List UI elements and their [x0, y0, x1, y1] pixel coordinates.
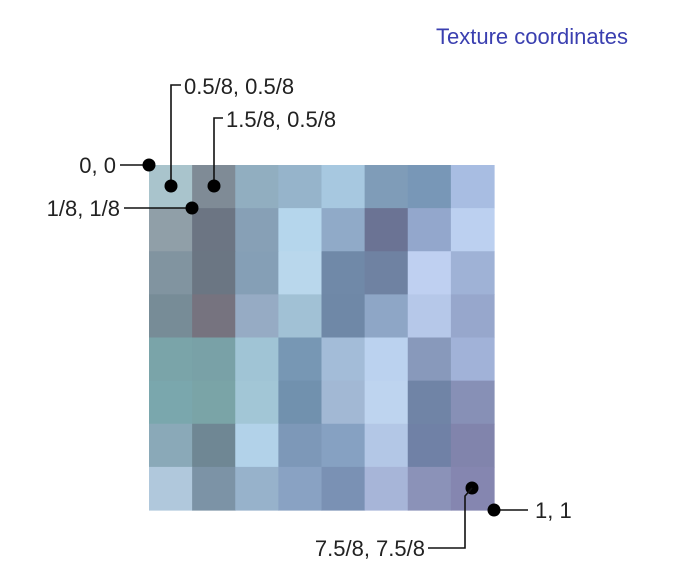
texel-r4-c5: [364, 337, 409, 382]
callout-one-eighth-label: 1/8, 1/8: [47, 196, 120, 221]
texel-r5-c3: [278, 380, 323, 425]
texel-r3-c5: [364, 294, 409, 339]
callout-center-second-leader: [213, 117, 223, 186]
texel-r5-c1: [192, 380, 236, 425]
callout-center-first: 0.5/8, 0.5/8: [164, 74, 294, 193]
texel-r0-c4: [321, 165, 366, 209]
texel-r7-c4: [321, 466, 366, 511]
texel-r6-c7: [450, 423, 495, 468]
texel-r2-c7: [450, 251, 495, 295]
callout-center-second-dot: [207, 179, 221, 193]
texel-r2-c5: [364, 251, 409, 295]
texel-r1-c0: [149, 208, 193, 252]
texel-r5-c7: [450, 380, 495, 425]
texel-r1-c4: [321, 208, 366, 252]
texel-r3-c2: [235, 294, 279, 339]
texel-r0-c6: [407, 165, 452, 209]
callout-center-second: 1.5/8, 0.5/8: [207, 107, 336, 193]
texel-r2-c4: [321, 251, 366, 295]
texel-r3-c7: [450, 294, 495, 339]
texel-r2-c1: [192, 251, 236, 295]
callout-center-last-label: 7.5/8, 7.5/8: [315, 536, 425, 561]
texel-r1-c6: [407, 208, 452, 252]
callout-one-eighth: 1/8, 1/8: [47, 196, 199, 221]
callout-origin-dot: [142, 158, 156, 172]
callout-center-first-label: 0.5/8, 0.5/8: [184, 74, 294, 99]
texel-r4-c0: [149, 337, 193, 382]
texel-r1-c1: [192, 208, 236, 252]
texel-r1-c2: [235, 208, 279, 252]
texel-r3-c1: [192, 294, 236, 339]
texel-r4-c3: [278, 337, 323, 382]
texel-r4-c1: [192, 337, 236, 382]
callout-center-first-leader: [170, 84, 181, 186]
texel-r2-c2: [235, 251, 279, 295]
callout-end-label: 1, 1: [535, 498, 572, 523]
texel-r7-c2: [235, 466, 279, 511]
texel-r6-c0: [149, 423, 193, 468]
texel-r4-c6: [407, 337, 452, 382]
texel-r4-c4: [321, 337, 366, 382]
texel-r6-c1: [192, 423, 236, 468]
texel-r1-c7: [450, 208, 495, 252]
texel-r0-c3: [278, 165, 323, 209]
texel-r7-c6: [407, 466, 452, 511]
callout-origin-label: 0, 0: [79, 153, 116, 178]
texel-r2-c0: [149, 251, 193, 295]
texel-r6-c2: [235, 423, 279, 468]
texel-r3-c6: [407, 294, 452, 339]
texel-r2-c6: [407, 251, 452, 295]
callout-center-last: 7.5/8, 7.5/8: [315, 481, 479, 561]
texel-r6-c6: [407, 423, 452, 468]
texel-r3-c3: [278, 294, 323, 339]
texel-r2-c3: [278, 251, 323, 295]
texel-r7-c5: [364, 466, 409, 511]
texel-r6-c5: [364, 423, 409, 468]
texel-r5-c5: [364, 380, 409, 425]
figure-title: Texture coordinates: [436, 24, 628, 49]
texel-r7-c0: [149, 466, 193, 511]
callout-origin: 0, 0: [79, 153, 156, 178]
texel-r4-c2: [235, 337, 279, 382]
texel-r3-c4: [321, 294, 366, 339]
texel-r0-c7: [450, 165, 495, 209]
texel-r0-c2: [235, 165, 279, 209]
callout-center-second-label: 1.5/8, 0.5/8: [226, 107, 336, 132]
texel-r5-c2: [235, 380, 279, 425]
texel-r1-c3: [278, 208, 323, 252]
texel-r5-c0: [149, 380, 193, 425]
callout-one-eighth-dot: [185, 201, 199, 215]
texel-r0-c5: [364, 165, 409, 209]
texel-r4-c7: [450, 337, 495, 382]
texel-r6-c3: [278, 423, 323, 468]
texel-r6-c4: [321, 423, 366, 468]
texel-r7-c3: [278, 466, 323, 511]
texel-r3-c0: [149, 294, 193, 339]
callout-end-dot: [487, 503, 501, 517]
callout-end: 1, 1: [487, 498, 572, 523]
callout-center-first-dot: [164, 179, 178, 193]
texel-r1-c5: [364, 208, 409, 252]
texel-r7-c1: [192, 466, 236, 511]
callout-center-last-leader: [428, 487, 473, 549]
texel-r5-c4: [321, 380, 366, 425]
texel-r5-c6: [407, 380, 452, 425]
texture-grid: [149, 165, 495, 511]
